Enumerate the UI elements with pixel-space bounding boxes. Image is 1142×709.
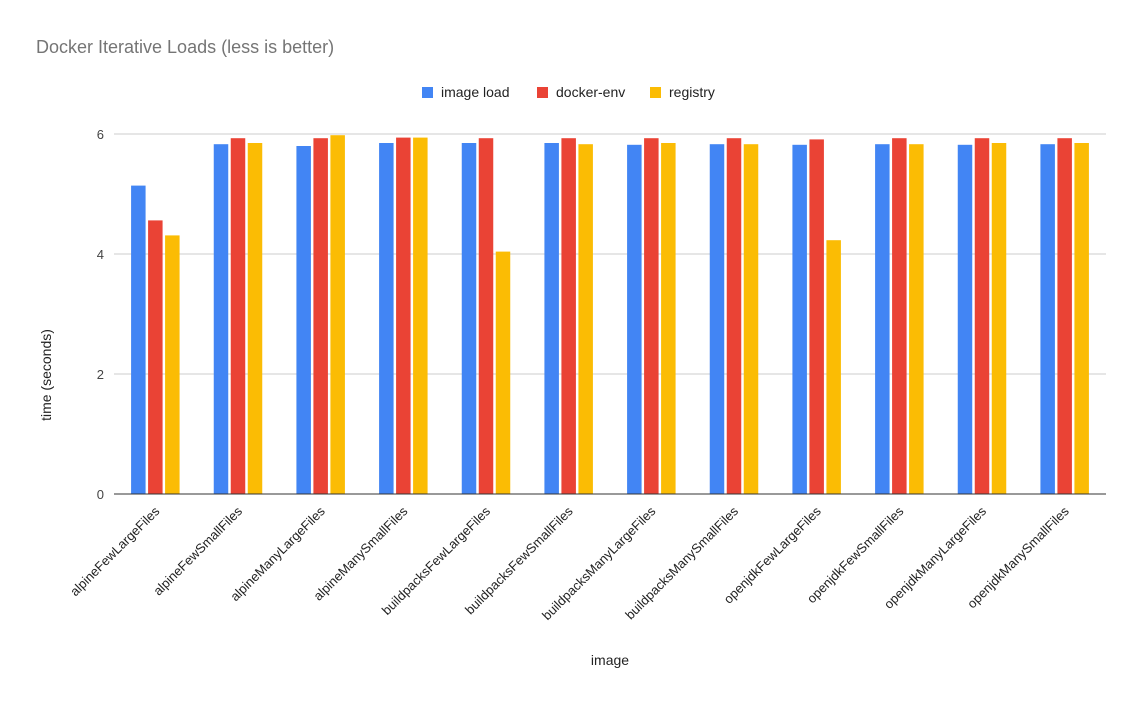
bar-docker-env — [148, 220, 163, 494]
bar-image-load — [379, 143, 394, 494]
x-tick-label: alpineFewLargeFiles — [67, 503, 163, 599]
bar-registry — [165, 235, 180, 494]
bar-registry — [661, 143, 676, 494]
bar-registry — [909, 144, 924, 494]
bar-docker-env — [396, 137, 411, 494]
gridlines — [114, 133, 1106, 375]
bar-docker-env — [892, 138, 907, 494]
bar-image-load — [213, 144, 229, 494]
bar-image-load — [957, 144, 973, 495]
bar-registry — [330, 135, 345, 494]
bar-registry — [1074, 143, 1089, 494]
legend-swatch — [537, 87, 548, 98]
y-tick-label: 4 — [97, 247, 104, 262]
y-tick-label: 6 — [97, 127, 104, 142]
bar-registry — [743, 144, 759, 494]
bar-docker-env — [974, 138, 990, 494]
bar-docker-env — [561, 138, 576, 494]
bar-docker-env — [1057, 138, 1072, 494]
bar-image-load — [131, 185, 146, 494]
bar-registry — [991, 143, 1007, 494]
legend-label: registry — [669, 84, 715, 100]
bar-image-load — [627, 144, 642, 495]
bar-registry — [495, 251, 511, 494]
y-axis-label: time (seconds) — [38, 329, 54, 421]
x-axis-ticks: alpineFewLargeFilesalpineFewSmallFilesal… — [67, 503, 1072, 623]
legend-label: image load — [441, 84, 510, 100]
bar-registry — [413, 137, 428, 494]
bar-registry — [578, 144, 593, 494]
y-tick-label: 0 — [97, 487, 104, 502]
x-tick-label: alpineManyLargeFiles — [227, 503, 328, 604]
bar-image-load — [875, 144, 890, 494]
legend-swatch — [650, 87, 661, 98]
x-tick-label: alpineFewSmallFiles — [150, 503, 245, 598]
bar-registry — [826, 240, 841, 494]
legend-label: docker-env — [556, 84, 625, 100]
bar-image-load — [1040, 144, 1055, 494]
bar-docker-env — [809, 139, 824, 494]
y-axis-ticks: 0 2 4 6 — [97, 127, 104, 502]
bar-docker-env — [644, 138, 659, 494]
chart-title: Docker Iterative Loads (less is better) — [36, 37, 334, 57]
bar-docker-env — [313, 138, 328, 494]
legend-swatch — [422, 87, 433, 98]
bar-docker-env — [230, 138, 246, 494]
legend: image load docker-env registry — [422, 84, 715, 100]
bar-image-load — [296, 146, 311, 494]
x-axis-label: image — [591, 652, 629, 668]
bar-image-load — [544, 143, 559, 494]
x-tick-label: alpineManySmallFiles — [310, 503, 410, 603]
bar-docker-env — [726, 138, 742, 494]
bars — [131, 135, 1089, 495]
bar-image-load — [792, 144, 807, 495]
bar-image-load — [461, 143, 477, 494]
bar-image-load — [709, 144, 725, 494]
bar-registry — [247, 143, 263, 494]
y-tick-label: 2 — [97, 367, 104, 382]
bar-docker-env — [478, 138, 494, 494]
